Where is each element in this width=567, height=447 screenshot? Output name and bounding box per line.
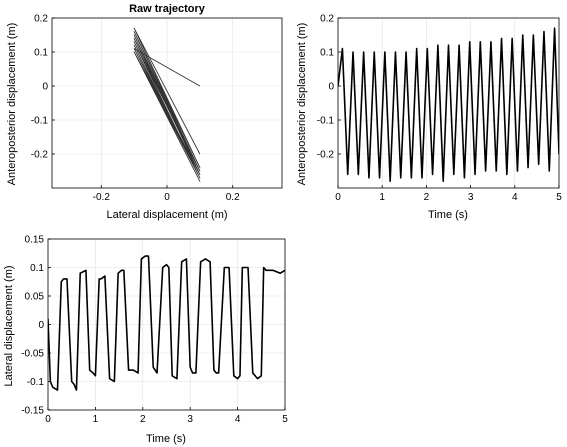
y-tick-label: 0 bbox=[42, 82, 48, 93]
anteroposterior-time-panel: Time (s) Anteroposterior displacement (m… bbox=[296, 14, 562, 222]
axes-frame bbox=[337, 17, 560, 189]
x-axis-label: Time (s) bbox=[146, 433, 186, 445]
x-tick-label: 3 bbox=[187, 414, 193, 425]
x-tick-label: 5 bbox=[282, 414, 288, 425]
y-tick-label: 0.2 bbox=[320, 14, 334, 25]
series-line-0 bbox=[338, 27, 559, 182]
series-line-0 bbox=[133, 27, 201, 182]
y-tick-label: -0.1 bbox=[317, 116, 335, 127]
y-tick-label: 0 bbox=[38, 320, 44, 331]
x-tick-label: 0 bbox=[164, 192, 170, 203]
y-tick-label: -0.2 bbox=[317, 150, 335, 161]
y-axis-label: Anteroposterior displacement (m) bbox=[6, 23, 18, 186]
x-tick-label: 2 bbox=[424, 192, 430, 203]
x-axis-label: Lateral displacement (m) bbox=[106, 209, 227, 221]
y-tick-label: 0.1 bbox=[320, 48, 334, 59]
y-tick-label: 0.1 bbox=[34, 48, 48, 59]
x-tick-label: 4 bbox=[235, 414, 241, 425]
y-tick-label: 0.15 bbox=[25, 235, 45, 246]
x-tick-label: 0 bbox=[45, 414, 51, 425]
series-line-0 bbox=[48, 255, 285, 391]
x-tick-label: 1 bbox=[379, 192, 385, 203]
x-tick-label: -0.2 bbox=[93, 192, 111, 203]
x-tick-label: 0.2 bbox=[226, 192, 240, 203]
x-axis-label: Time (s) bbox=[428, 209, 468, 221]
y-tick-label: -0.1 bbox=[27, 377, 45, 388]
x-tick-label: 5 bbox=[556, 192, 562, 203]
y-axis-label: Anteroposterior displacement (m) bbox=[296, 23, 308, 186]
y-tick-label: -0.05 bbox=[21, 349, 44, 360]
y-tick-label: -0.1 bbox=[31, 116, 49, 127]
x-tick-label: 0 bbox=[335, 192, 341, 203]
y-tick-label: 0.1 bbox=[30, 263, 44, 274]
y-tick-label: 0 bbox=[328, 82, 334, 93]
lateral-time-panel: Time (s) Lateral displacement (m) 0 1 2 3 4 5… bbox=[3, 235, 288, 446]
y-tick-label: -0.15 bbox=[21, 406, 44, 417]
trajectory-panel: Raw trajectory Lateral displacement (m) … bbox=[6, 3, 283, 221]
x-tick-label: 3 bbox=[468, 192, 474, 203]
y-tick-label: -0.2 bbox=[31, 150, 49, 161]
chart-title: Raw trajectory bbox=[129, 3, 206, 15]
y-axis-label: Lateral displacement (m) bbox=[3, 265, 15, 386]
x-tick-label: 2 bbox=[140, 414, 146, 425]
y-tick-label: 0.2 bbox=[34, 14, 48, 25]
x-tick-label: 4 bbox=[512, 192, 518, 203]
y-tick-label: 0.05 bbox=[25, 292, 45, 303]
x-tick-label: 1 bbox=[93, 414, 99, 425]
